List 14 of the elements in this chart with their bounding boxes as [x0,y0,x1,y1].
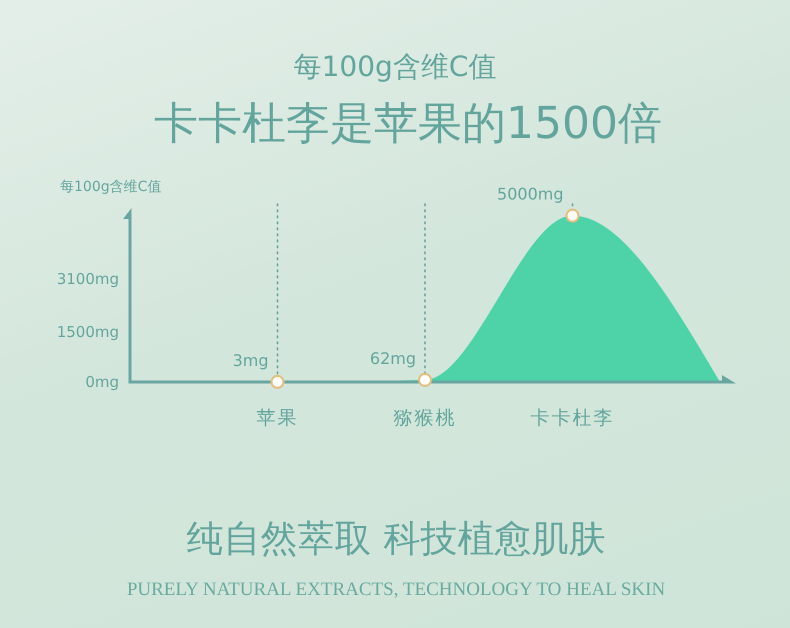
data-label: 5000mg [497,184,564,204]
subtitle: 卡卡杜李是苹果的1500倍 [154,98,662,149]
x-tick-label: 苹果 [256,407,298,429]
y-tick-label: 0mg [85,373,119,391]
x-tick-label: 卡卡杜李 [530,407,614,429]
x-tick-label: 猕猴桃 [394,407,456,429]
y-tick-label: 3100mg [56,270,119,288]
title: 每100g含维C值 [294,50,496,83]
ylabel: 每100g含维C值 [60,179,162,195]
data-label: 62mg [370,348,416,368]
data-label: 3mg [232,350,268,370]
text: 纯自然萃取 科技植愈肌肤 [186,517,606,560]
text: PURELY NATURAL EXTRACTS, TECHNOLOGY TO HEAL SKIN [126,579,666,600]
y-tick-label: 1500mg [56,323,119,342]
